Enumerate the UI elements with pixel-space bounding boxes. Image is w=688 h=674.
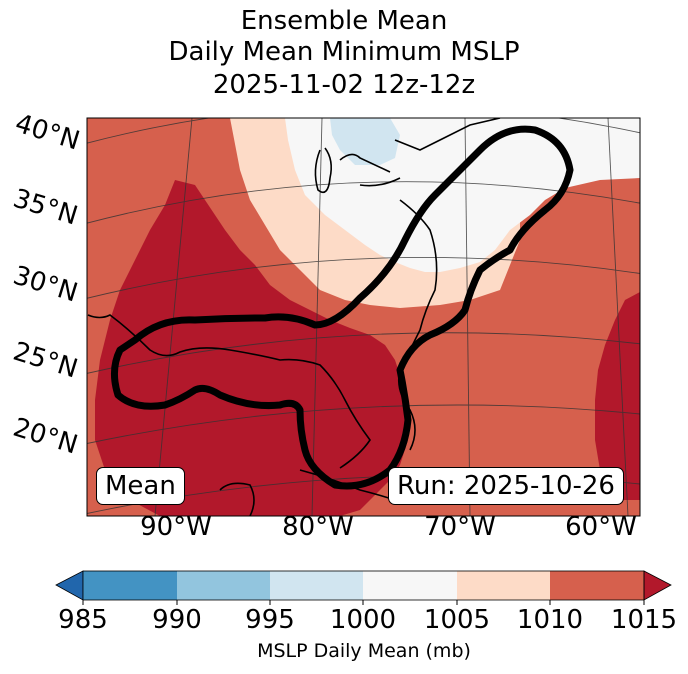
mean-label-box: Mean xyxy=(96,467,185,505)
colorbar-extend-low xyxy=(55,570,84,601)
lon-label-60w: 60°W xyxy=(565,512,637,542)
coastlines xyxy=(87,118,501,516)
colorbar-bin-1000-1005 xyxy=(363,571,457,600)
colorbar-tick-985: 985 xyxy=(58,605,108,635)
colorbar-tick-995: 995 xyxy=(245,605,295,635)
colorbar-tick-1015: 1015 xyxy=(610,605,678,635)
map-area xyxy=(87,118,640,516)
colorbar-bin-995-1000 xyxy=(270,571,363,600)
colorbar-bin-1010-1015 xyxy=(550,571,644,600)
colorbar-tick-1005: 1005 xyxy=(423,605,491,635)
colorbar-label: MSLP Daily Mean (mb) xyxy=(257,640,471,662)
lon-label-90w: 90°W xyxy=(140,512,212,542)
title-line-3: 2025-11-02 12z-12z xyxy=(212,70,476,100)
colorbar-bin-1005-1010 xyxy=(457,571,550,600)
lon-label-70w: 70°W xyxy=(424,512,496,542)
colorbar-bin-990-995 xyxy=(177,571,270,600)
field-1015-east xyxy=(595,292,640,500)
colorbar-tick-1010: 1010 xyxy=(516,605,584,635)
field-995-1000 xyxy=(330,118,400,165)
field-1015-gulf xyxy=(95,180,410,516)
ensemble-outline xyxy=(111,125,574,490)
map-frame xyxy=(86,117,641,517)
lon-label-80w: 80°W xyxy=(282,512,354,542)
title-line-2: Daily Mean Minimum MSLP xyxy=(168,37,520,67)
colorbar-extend-high xyxy=(643,570,672,601)
colorbar xyxy=(55,570,672,605)
run-date-box: Run: 2025-10-26 xyxy=(388,467,624,505)
colorbar-tick-1000: 1000 xyxy=(329,605,397,635)
colorbar-tick-990: 990 xyxy=(152,605,202,635)
title-line-1: Ensemble Mean xyxy=(240,6,448,36)
colorbar-bin-985-990 xyxy=(83,571,177,600)
